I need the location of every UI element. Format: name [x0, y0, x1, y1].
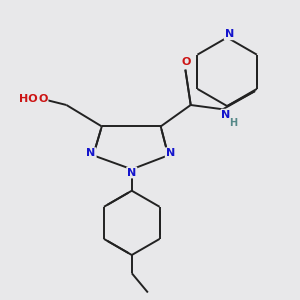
Text: N: N: [166, 148, 175, 158]
Text: O: O: [38, 94, 47, 103]
Text: H: H: [230, 118, 238, 128]
Text: N: N: [127, 167, 136, 178]
Text: N: N: [86, 148, 96, 158]
Text: N: N: [221, 110, 231, 120]
Text: HO: HO: [19, 94, 37, 103]
Text: N: N: [225, 29, 234, 39]
Text: O: O: [182, 57, 191, 67]
